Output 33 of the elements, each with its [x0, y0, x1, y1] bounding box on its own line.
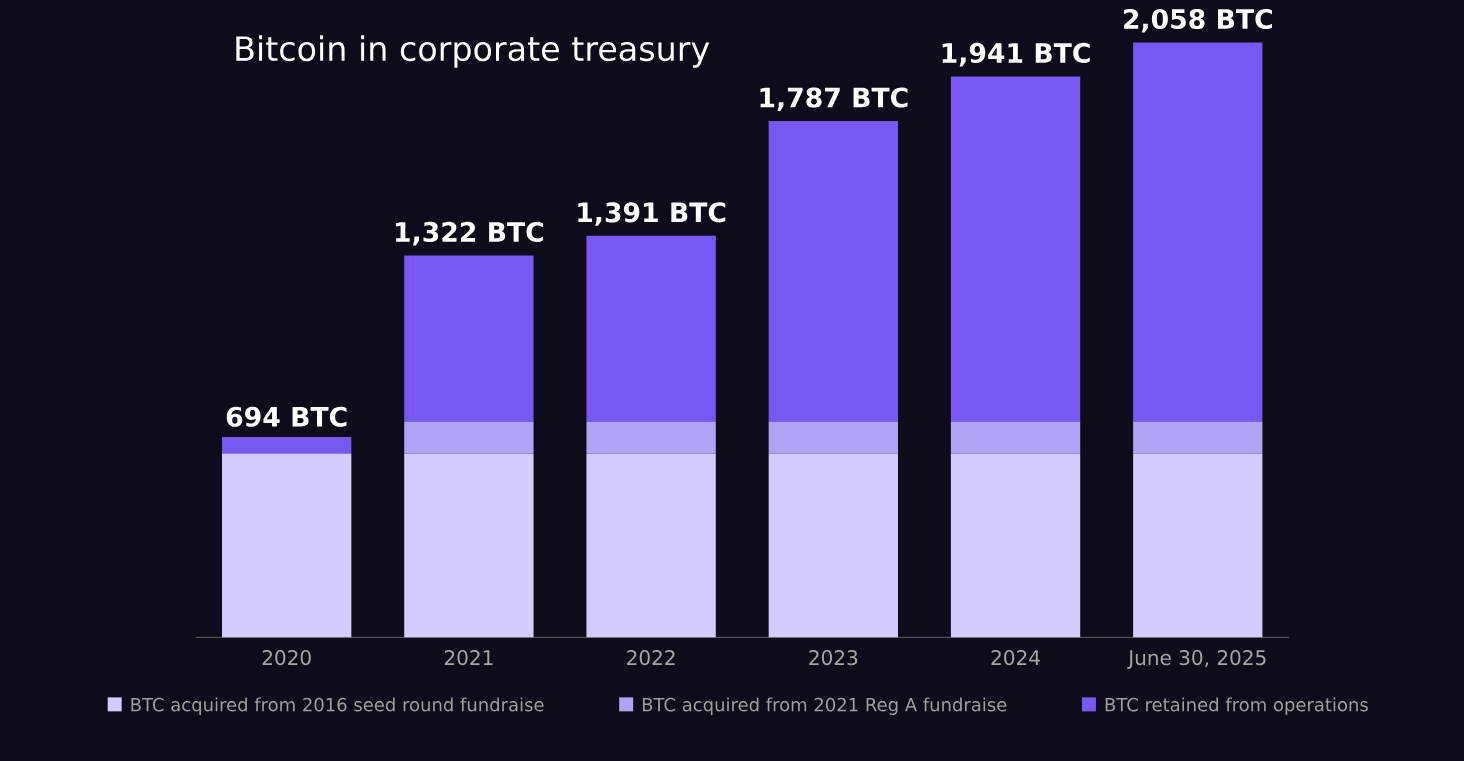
- bar: [1133, 42, 1263, 422]
- legend-label: BTC retained from operations: [1105, 697, 1368, 715]
- bar: [1133, 453, 1263, 638]
- bar: [222, 436, 352, 454]
- bar: [768, 421, 898, 454]
- annotation: 1,391 BTC: [578, 202, 726, 226]
- chart-title: Bitcoin in corporate treasury: [236, 35, 710, 68]
- bar: [768, 120, 898, 422]
- x-tick-label: 2023: [809, 649, 858, 666]
- bar: [950, 453, 1081, 638]
- bar: [586, 235, 716, 422]
- bar: [1133, 421, 1263, 454]
- bar: [404, 453, 534, 638]
- annotation: 2,058 BTC: [1124, 8, 1272, 33]
- annotation: 1,322 BTC: [396, 221, 544, 246]
- bar: [404, 255, 534, 422]
- x-tick-label: 2021: [444, 649, 493, 666]
- x-tick-label: 2024: [991, 649, 1040, 666]
- x-tick-label: 2022: [627, 649, 675, 666]
- bar: [586, 453, 716, 638]
- annotation: 1,787 BTC: [760, 87, 908, 111]
- x-tick-label: June 30, 2025: [1127, 649, 1266, 669]
- bar: [222, 453, 352, 638]
- bar: [768, 453, 898, 638]
- bar: [950, 421, 1081, 454]
- annotation: 1,941 BTC: [942, 42, 1090, 67]
- legend-label: BTC acquired from 2021 Reg A fundraise: [642, 697, 1007, 715]
- bar: [404, 421, 534, 454]
- bar: [950, 76, 1081, 422]
- legend-label: BTC acquired from 2016 seed round fundraise: [131, 697, 544, 715]
- annotation: 694 BTC: [226, 406, 347, 427]
- bar: [586, 421, 716, 454]
- x-tick-label: 2020: [262, 649, 311, 666]
